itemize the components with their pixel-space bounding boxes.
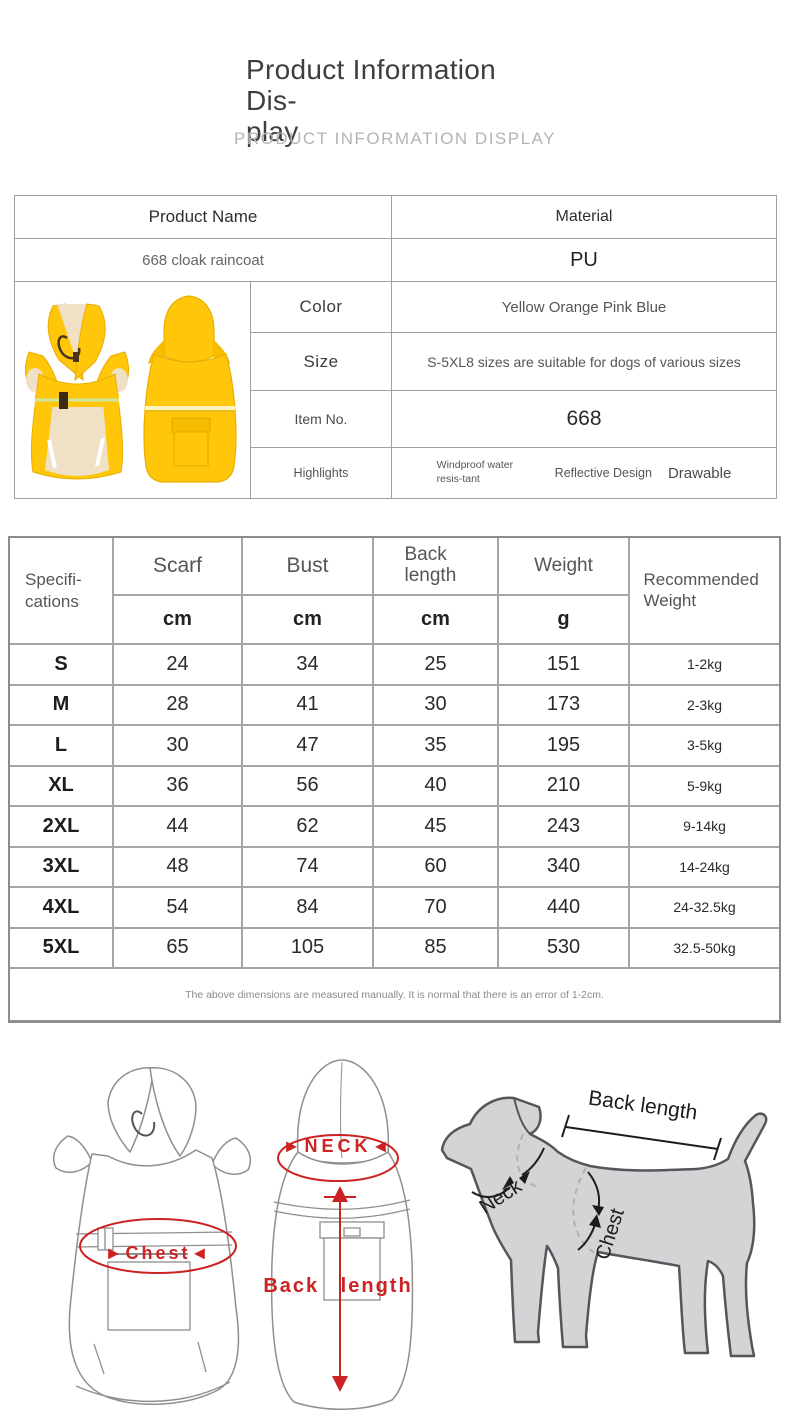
col-header-weight: Weight (499, 538, 630, 596)
spec-cell: 2XL (10, 807, 114, 848)
spec-cell: 45 (374, 807, 499, 848)
highlights-values: Windproof water resis-tant Reflective De… (392, 448, 776, 498)
col-header-specifications: Specifi-cations (10, 538, 114, 645)
spec-cell: 9-14kg (630, 807, 779, 848)
size-label: Size (251, 333, 392, 391)
measurement-diagrams: ►Chest◄ ►NECK◄ Ba (0, 1048, 790, 1423)
spec-cell: 1-2kg (630, 645, 779, 686)
raincoat-front-photo (24, 303, 129, 480)
spec-cell: L (10, 726, 114, 767)
raincoat-back-photo (143, 295, 236, 483)
highlight-item: Reflective Design (554, 466, 652, 480)
material-header: Material (392, 196, 776, 239)
col-header-back-length: Back length (374, 538, 499, 596)
spec-cell: 35 (374, 726, 499, 767)
item-no-label: Item No. (251, 391, 392, 448)
spec-cell: 243 (499, 807, 630, 848)
spec-cell: 24-32.5kg (630, 888, 779, 929)
spec-cell: 173 (499, 685, 630, 726)
unit-back-length: cm (374, 596, 499, 645)
spec-cell: 40 (374, 766, 499, 807)
spec-cell: 25 (374, 645, 499, 686)
size-spec-table: Specifi-cations Scarf Bust Back length W… (8, 536, 781, 1023)
highlight-item: Drawable (667, 464, 732, 482)
page-subtitle: PRODUCT INFORMATION DISPLAY (234, 129, 556, 148)
color-label: Color (251, 282, 392, 333)
material-value: PU (392, 239, 776, 282)
spec-cell: 3XL (10, 847, 114, 888)
spec-cell: 30 (374, 685, 499, 726)
neck-annotation-label: ►NECK◄ (283, 1136, 394, 1156)
spec-cell: 105 (243, 928, 374, 969)
spec-cell: 74 (243, 847, 374, 888)
dog-measurement-diagram: Back length Neck Chest (440, 1087, 768, 1358)
spec-cell: 48 (114, 847, 243, 888)
product-photos (15, 282, 251, 498)
spec-cell: 56 (243, 766, 374, 807)
spec-cell: 65 (114, 928, 243, 969)
garment-back-sketch: ►NECK◄ Back length (263, 1059, 414, 1411)
highlights-label: Highlights (251, 448, 392, 498)
product-info-table: Product Name Material 668 cloak raincoat… (14, 195, 777, 499)
spec-cell: 151 (499, 645, 630, 686)
page-title: Product Information Dis- play (246, 54, 546, 147)
spec-cell: 195 (499, 726, 630, 767)
spec-cell: 85 (374, 928, 499, 969)
spec-cell: 62 (243, 807, 374, 848)
garment-front-sketch: ►Chest◄ (52, 1067, 252, 1405)
col-header-recommended-weight: Recommended Weight (630, 538, 779, 645)
spec-cell: 28 (114, 685, 243, 726)
dog-silhouette (440, 1096, 768, 1358)
spec-cell: 14-24kg (630, 847, 779, 888)
spec-cell: 3-5kg (630, 726, 779, 767)
spec-cell: 41 (243, 685, 374, 726)
item-no-value: 668 (392, 391, 776, 448)
spec-cell: M (10, 685, 114, 726)
col-header-scarf: Scarf (114, 538, 243, 596)
spec-cell: 2-3kg (630, 685, 779, 726)
page-title-line2: play (246, 116, 299, 147)
spec-cell: 70 (374, 888, 499, 929)
spec-cell: 340 (499, 847, 630, 888)
unit-scarf: cm (114, 596, 243, 645)
spec-cell: 210 (499, 766, 630, 807)
spec-cell: 440 (499, 888, 630, 929)
product-name-value: 668 cloak raincoat (15, 239, 392, 282)
spec-cell: 34 (243, 645, 374, 686)
spec-cell: 30 (114, 726, 243, 767)
spec-cell: 5XL (10, 928, 114, 969)
spec-cell: 32.5-50kg (630, 928, 779, 969)
measurement-note: The above dimensions are measured manual… (10, 969, 779, 1020)
spec-cell: 60 (374, 847, 499, 888)
spec-cell: 24 (114, 645, 243, 686)
spec-cell: 5-9kg (630, 766, 779, 807)
spec-cell: 47 (243, 726, 374, 767)
size-value: S-5XL8 sizes are suitable for dogs of va… (392, 333, 776, 391)
highlight-item: Windproof water resis-tant (436, 459, 514, 485)
back-length-annotation-label: Back length (263, 1275, 412, 1297)
product-name-header: Product Name (15, 196, 392, 239)
spec-cell: XL (10, 766, 114, 807)
spec-cell: 54 (114, 888, 243, 929)
chest-annotation-label: ►Chest◄ (105, 1243, 212, 1263)
page-title-line1: Product Information Dis- (246, 54, 497, 116)
spec-cell: 84 (243, 888, 374, 929)
color-value: Yellow Orange Pink Blue (392, 282, 776, 333)
spec-cell: 4XL (10, 888, 114, 929)
spec-cell: 36 (114, 766, 243, 807)
unit-bust: cm (243, 596, 374, 645)
unit-weight: g (499, 596, 630, 645)
spec-cell: 530 (499, 928, 630, 969)
col-header-bust: Bust (243, 538, 374, 596)
spec-cell: 44 (114, 807, 243, 848)
spec-cell: S (10, 645, 114, 686)
dog-back-length-label: Back length (587, 1087, 699, 1125)
